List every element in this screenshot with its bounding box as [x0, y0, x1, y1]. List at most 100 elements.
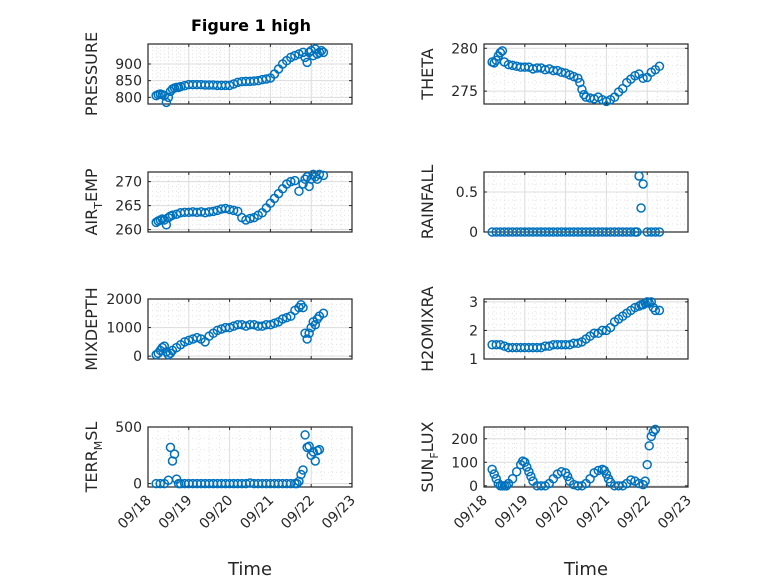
y-tick-label: 270: [115, 175, 142, 191]
y-axis-label: H2OMIXRA: [418, 286, 437, 372]
data-point-pressure: [314, 47, 325, 58]
data-point-mixdepth: [277, 314, 288, 324]
data-point-mixdepth: [298, 302, 308, 313]
data-point-mixdepth: [300, 328, 310, 339]
data-point-sun_flux: [556, 466, 567, 477]
data-point-rainfall: [650, 227, 661, 237]
plot-area-rainfall: [484, 172, 688, 232]
data-point-theta: [577, 84, 587, 95]
data-point-mixdepth: [310, 319, 321, 330]
data-point-sun_flux: [644, 441, 654, 451]
data-point-h2omixra: [654, 305, 665, 316]
data-point-terr_msl: [314, 444, 325, 455]
data-point-h2omixra: [589, 328, 599, 339]
y-tick-label: 0: [133, 349, 142, 365]
data-point-terr_msl: [165, 442, 176, 453]
data-point-pressure: [161, 97, 172, 108]
data-point-rainfall: [632, 227, 642, 237]
data-point-sun_flux: [489, 469, 499, 479]
y-tick-label: 1: [469, 352, 478, 368]
subplot-terr_msl: 0 500 09/18 09/19 09/20 09/21 09/22 09/23 TERRMS…: [82, 420, 359, 580]
data-point-sun_flux: [520, 457, 530, 468]
data-point-sun_flux: [642, 459, 652, 470]
data-point-air_temp: [294, 186, 304, 196]
data-point-rainfall: [636, 203, 646, 213]
y-tick-label: 0: [469, 479, 478, 495]
y-tick-label: 280: [451, 41, 478, 57]
data-point-sun_flux: [601, 469, 612, 479]
data-point-terr_msl: [169, 449, 180, 459]
data-point-sun_flux: [648, 426, 659, 437]
data-point-h2omixra: [597, 325, 608, 336]
data-point-pressure: [318, 47, 329, 58]
plot-area-pressure: [148, 44, 352, 104]
x-tick-label: 09/20: [533, 493, 573, 533]
data-point-mixdepth: [304, 328, 314, 339]
axes-box-mixdepth: [147, 298, 353, 360]
data-point-air_temp: [228, 205, 239, 216]
data-point-air_temp: [241, 215, 251, 225]
x-tick-label: 09/22: [614, 493, 654, 533]
data-point-air_temp: [167, 210, 178, 220]
data-point-sun_flux: [501, 481, 512, 491]
subplot-h2omixra: 1 2 3 H2OMIXRA: [418, 286, 689, 372]
data-point-sun_flux: [650, 424, 661, 435]
y-tick-label: 3: [469, 295, 478, 311]
data-point-sun_flux: [536, 481, 546, 491]
data-point-sun_flux: [526, 471, 536, 482]
data-point-terr_msl: [310, 456, 321, 466]
x-tick-label: 09/18: [115, 493, 155, 533]
data-point-theta: [489, 58, 499, 68]
data-point-pressure: [316, 45, 327, 56]
data-point-rainfall: [626, 227, 636, 237]
y-tick-label: 800: [115, 90, 142, 106]
data-point-rainfall: [634, 171, 644, 181]
axes-box-pressure: [147, 43, 353, 105]
x-tick-label: 09/23: [655, 493, 695, 533]
data-point-mixdepth: [159, 341, 170, 351]
data-point-sun_flux: [626, 475, 636, 485]
y-axis-label: PRESSURE: [82, 32, 101, 116]
subplot-theta: 275 280 THETA: [418, 41, 689, 107]
y-tick-label: 500: [115, 420, 142, 436]
x-tick-label: 09/18: [451, 493, 491, 533]
data-point-mixdepth: [302, 334, 312, 344]
data-point-terr_msl: [300, 430, 310, 440]
data-point-h2omixra: [646, 297, 657, 307]
data-point-sun_flux: [511, 466, 522, 477]
x-axis-label: Time: [227, 559, 272, 580]
y-axis-label: AIRTEMP: [82, 168, 105, 235]
data-point-air_temp: [298, 179, 308, 189]
y-tick-label: 2000: [106, 292, 142, 308]
data-point-sun_flux: [487, 464, 497, 475]
data-point-air_temp: [318, 170, 329, 181]
plot-area-h2omixra: [484, 299, 688, 359]
data-point-sun_flux: [522, 462, 532, 472]
x-tick-label: 09/23: [319, 493, 359, 533]
data-point-air_temp: [208, 206, 219, 217]
data-point-h2omixra: [642, 297, 652, 307]
data-point-mixdepth: [192, 332, 202, 343]
y-tick-label: 1000: [106, 321, 142, 337]
data-point-terr_msl: [292, 478, 302, 489]
data-point-h2omixra: [650, 305, 661, 316]
data-point-terr_msl: [298, 465, 308, 475]
y-axis-label: TERRMSL: [82, 422, 105, 494]
data-point-theta: [638, 73, 648, 84]
y-tick-label: 0: [133, 477, 142, 493]
subplot-mixdepth: 0 1000 2000 MIXDEPTH: [82, 287, 353, 371]
figure-title: Figure 1 high: [191, 16, 311, 35]
data-point-theta: [654, 61, 665, 72]
data-point-h2omixra: [640, 298, 650, 309]
axes-box-h2omixra: [483, 298, 689, 360]
y-tick-label: 265: [115, 199, 142, 215]
data-point-mixdepth: [281, 312, 292, 323]
data-point-pressure: [302, 57, 312, 68]
data-point-air_temp: [245, 213, 255, 224]
data-point-mixdepth: [179, 337, 190, 347]
y-axis-label: MIXDEPTH: [82, 287, 101, 370]
y-tick-label: 0: [469, 225, 478, 241]
data-point-h2omixra: [495, 339, 506, 350]
